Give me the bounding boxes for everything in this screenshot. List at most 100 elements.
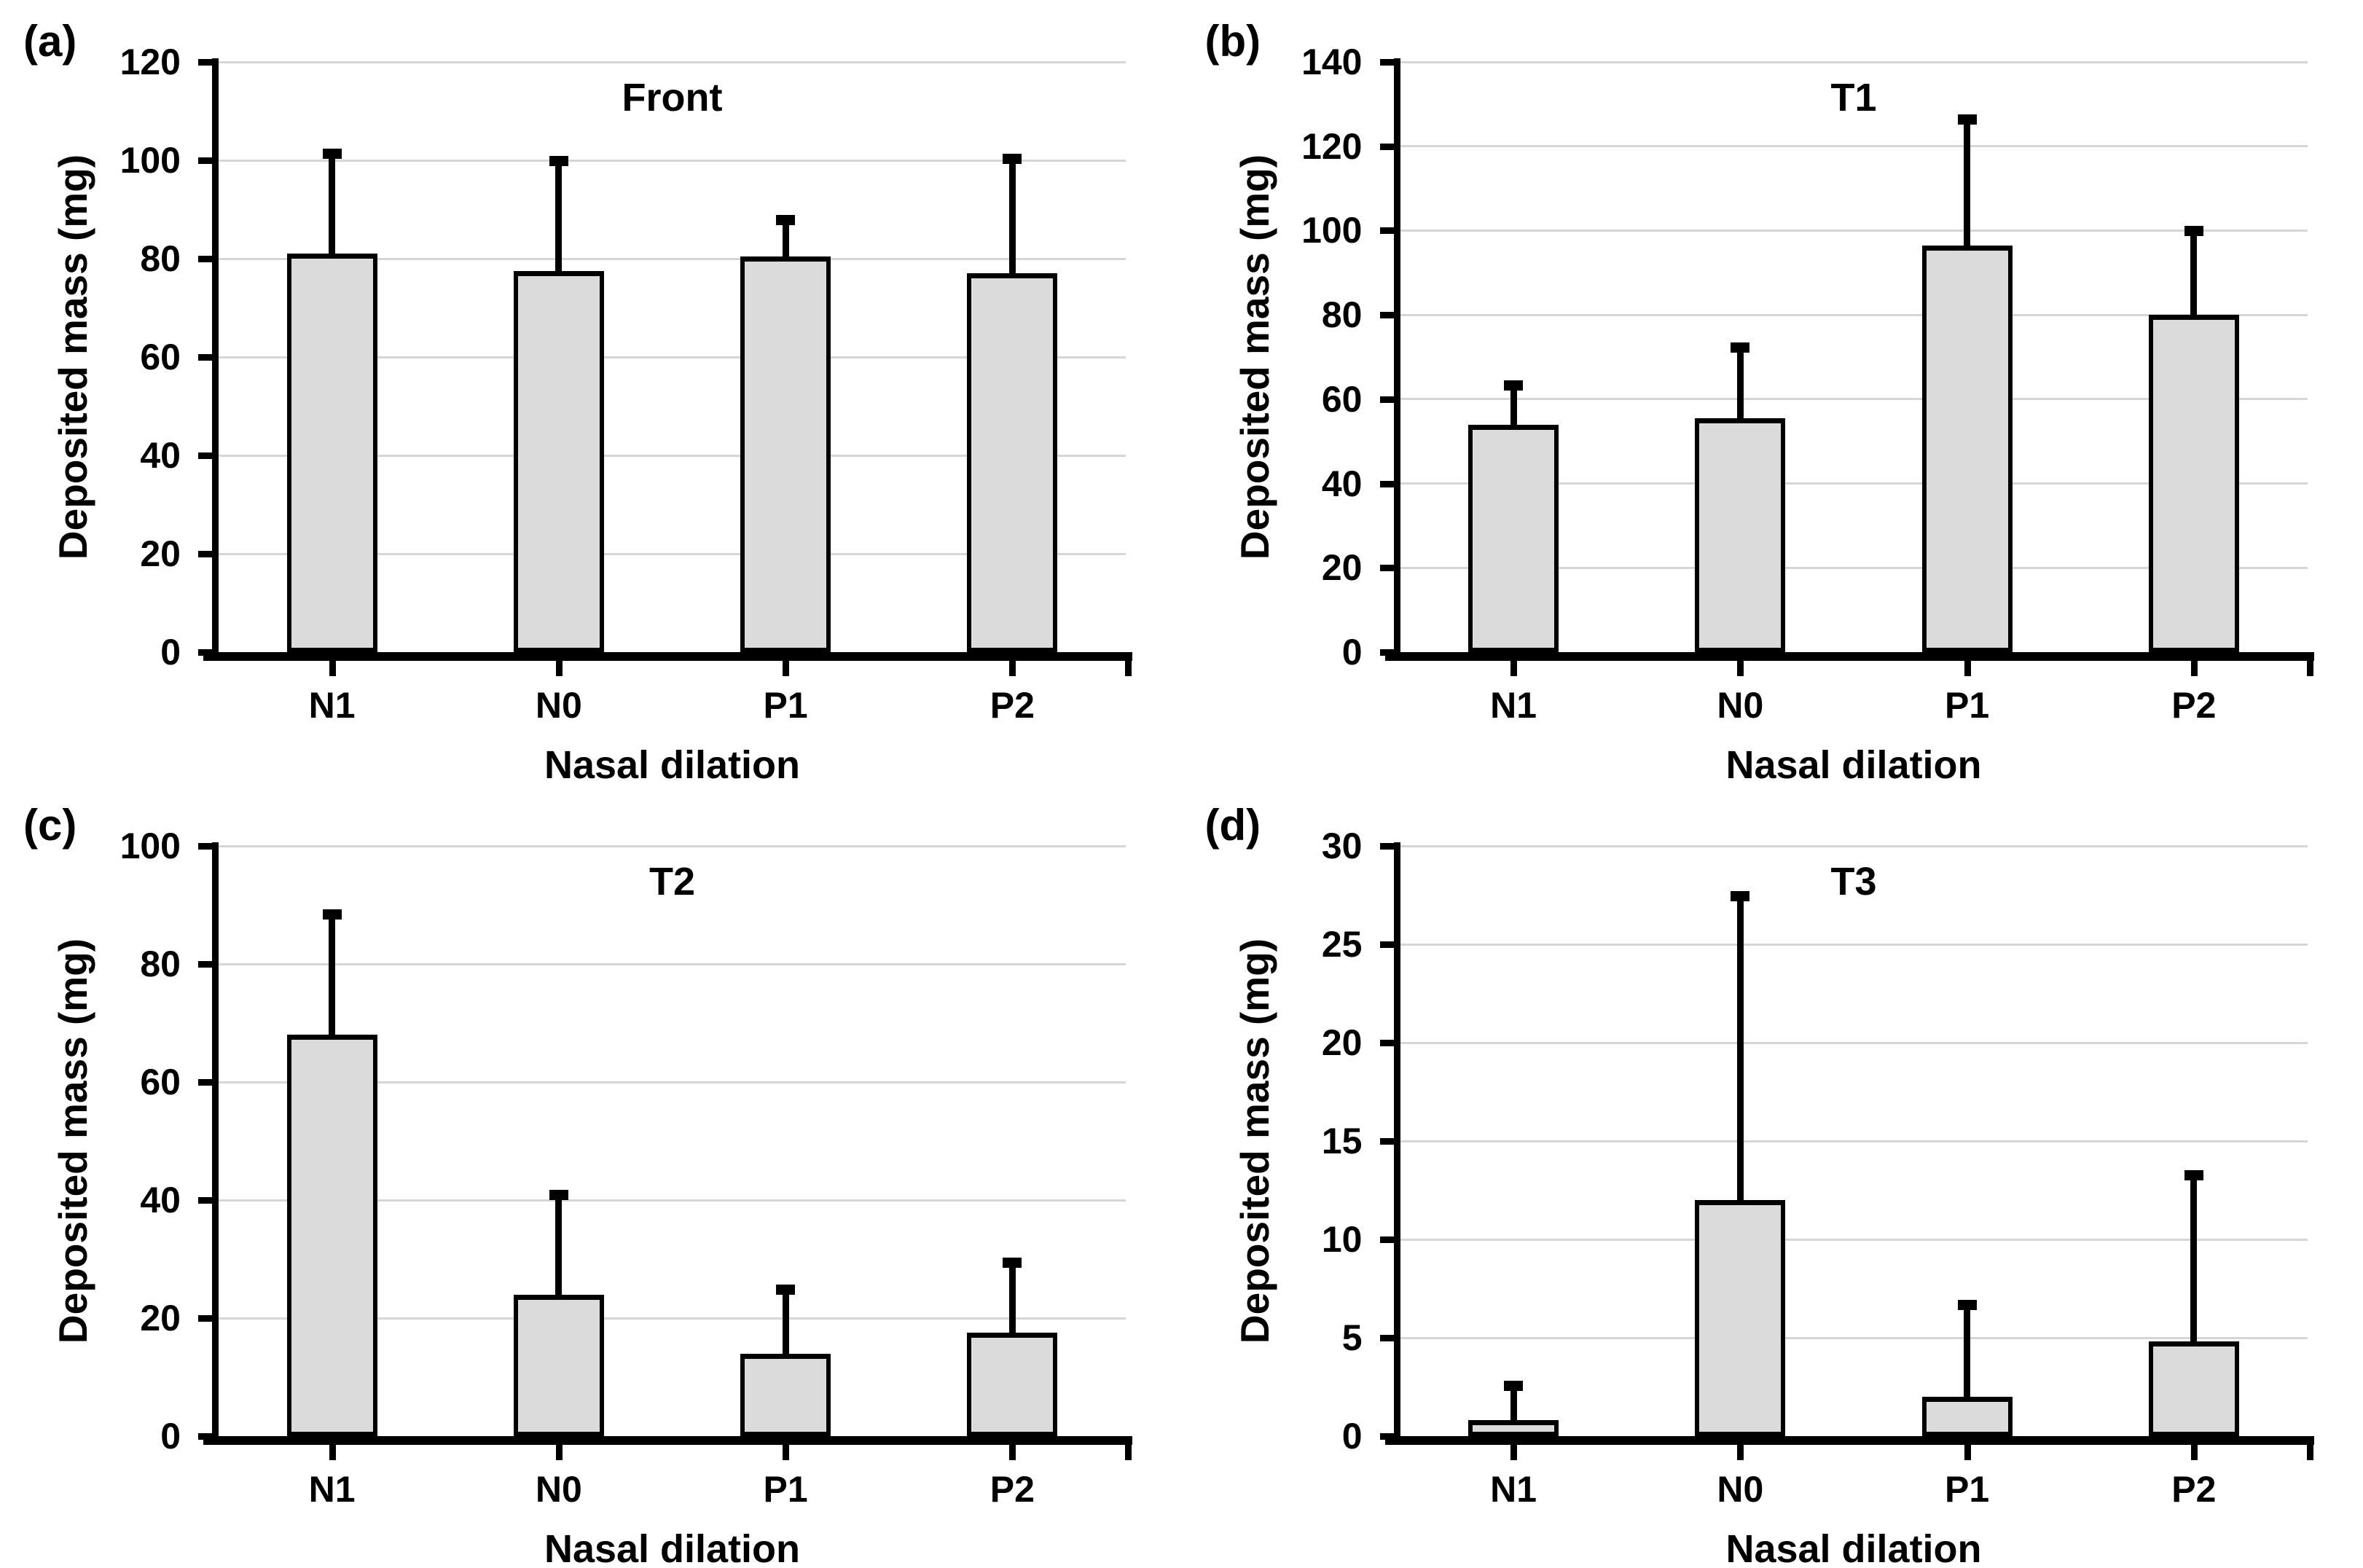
gridline	[1400, 943, 2308, 946]
x-axis-title: Nasal dilation	[544, 743, 801, 787]
error-bar	[555, 1193, 563, 1298]
bar	[513, 1294, 604, 1436]
x-tick-mark	[783, 661, 790, 676]
x-tick-mark	[1737, 661, 1744, 676]
y-axis	[212, 58, 219, 660]
gridline	[219, 454, 1126, 457]
error-bar-cap	[776, 1284, 796, 1295]
error-bar	[329, 914, 336, 1038]
x-category-label: P1	[763, 685, 808, 726]
panel-title: T1	[1830, 76, 1877, 119]
bar	[286, 254, 377, 652]
bar	[1468, 424, 1559, 652]
y-tick-mark	[1379, 227, 1394, 235]
error-bar-cap	[2184, 226, 2203, 237]
y-tick-mark	[1379, 59, 1394, 66]
x-axis-end-tick	[2306, 661, 2313, 676]
x-axis	[1384, 652, 2314, 661]
x-tick-mark	[555, 1445, 563, 1460]
y-tick-mark	[1379, 143, 1394, 150]
y-tick-label: 40	[140, 1180, 181, 1220]
x-tick-mark	[1009, 1445, 1016, 1460]
x-category-label: P1	[763, 1469, 808, 1510]
gridline	[1400, 844, 2308, 847]
bar	[286, 1035, 377, 1436]
x-axis-title: Nasal dilation	[1725, 743, 1982, 787]
x-axis-end-tick	[1125, 1445, 1132, 1460]
error-bar-cap	[1957, 114, 1977, 125]
y-tick-label: 30	[1321, 826, 1363, 866]
error-bar-cap	[322, 148, 342, 159]
bar	[2148, 315, 2239, 652]
y-tick-mark	[1379, 312, 1394, 319]
bar	[740, 256, 831, 652]
y-tick-label: 100	[1301, 210, 1363, 251]
gridline	[1400, 1041, 2308, 1044]
x-tick-mark	[1510, 1445, 1518, 1460]
y-tick-label: 60	[140, 337, 181, 377]
x-axis	[203, 1436, 1132, 1445]
gridline	[219, 963, 1126, 965]
gridline	[1400, 145, 2308, 148]
y-tick-label: 40	[1321, 463, 1363, 504]
panel-title: T3	[1830, 860, 1877, 903]
x-tick-mark	[1964, 661, 1971, 676]
panel-letter: (d)	[1204, 801, 1261, 850]
panel-letter: (c)	[23, 801, 77, 850]
y-tick-label: 80	[140, 238, 181, 279]
y-tick-label: 20	[1321, 1022, 1363, 1063]
error-bar	[2190, 1174, 2198, 1345]
error-bar-cap	[549, 156, 568, 166]
y-tick-label: 0	[1341, 632, 1363, 673]
y-tick-mark	[1379, 843, 1394, 850]
x-category-label: N0	[535, 685, 582, 726]
x-tick-mark	[1009, 661, 1016, 676]
y-tick-mark	[1379, 396, 1394, 403]
y-axis	[1393, 842, 1400, 1444]
gridline	[219, 257, 1126, 260]
y-tick-label: 100	[119, 826, 181, 866]
bar	[740, 1353, 831, 1436]
gridline	[219, 159, 1126, 162]
error-bar	[782, 1288, 789, 1357]
y-tick-mark	[1379, 1335, 1394, 1341]
error-bar-cap	[549, 1189, 568, 1200]
y-tick-mark	[198, 452, 212, 459]
x-axis-end-tick	[1125, 661, 1132, 676]
x-tick-mark	[329, 1445, 336, 1460]
error-bar	[1736, 895, 1744, 1203]
gridline	[1400, 398, 2308, 401]
bar	[1695, 418, 1786, 652]
x-category-label: P1	[1945, 685, 1990, 726]
y-tick-mark	[198, 157, 212, 164]
y-tick-label: 20	[140, 1298, 181, 1338]
x-category-label: P2	[2171, 685, 2217, 726]
y-tick-label: 0	[160, 1416, 181, 1457]
error-bar	[1510, 384, 1517, 428]
x-category-label: N0	[1717, 685, 1764, 726]
y-tick-mark	[1379, 941, 1394, 948]
bar	[967, 273, 1058, 652]
x-tick-mark	[2190, 1445, 2198, 1460]
y-tick-mark	[198, 551, 212, 557]
y-tick-label: 140	[1301, 42, 1363, 82]
y-tick-label: 60	[1321, 378, 1363, 420]
gridline	[1400, 60, 2308, 63]
x-tick-mark	[555, 661, 563, 676]
error-bar-cap	[322, 909, 342, 920]
y-tick-label: 120	[1301, 125, 1363, 167]
x-axis-title: Nasal dilation	[544, 1527, 801, 1568]
error-bar	[1008, 1262, 1016, 1336]
panel-title: T2	[648, 860, 696, 903]
x-category-label: P2	[990, 1469, 1035, 1510]
y-tick-mark	[198, 1315, 212, 1322]
y-tick-label: 120	[119, 42, 181, 82]
x-category-label: N0	[535, 1469, 582, 1510]
error-bar	[1964, 1304, 1971, 1400]
x-category-label: N0	[1717, 1469, 1764, 1510]
x-axis-title: Nasal dilation	[1725, 1527, 1982, 1568]
y-axis	[1393, 58, 1400, 660]
error-bar-cap	[1731, 342, 1750, 353]
gridline	[1400, 229, 2308, 232]
y-tick-label: 0	[160, 632, 181, 673]
